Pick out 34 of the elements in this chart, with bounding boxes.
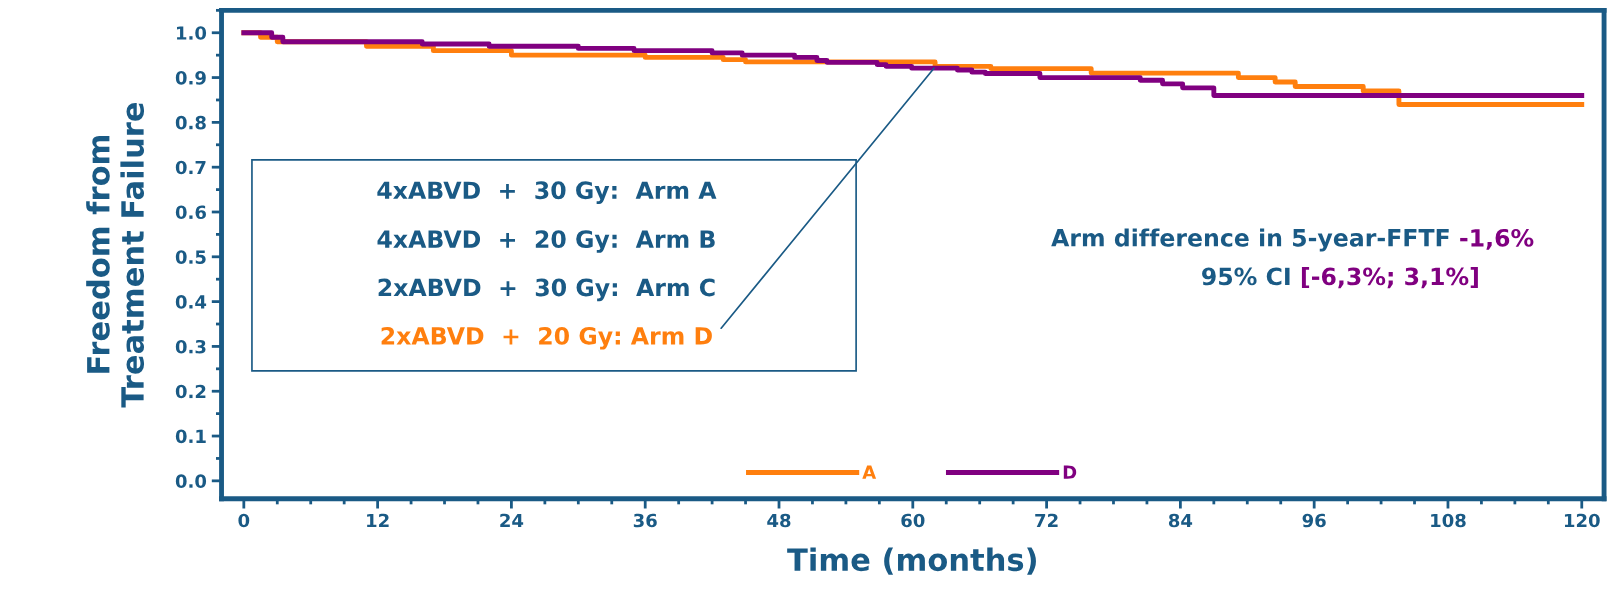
y-tick-label: 0.7 (175, 160, 206, 175)
y-tick-label: 0.2 (175, 384, 206, 399)
x-tick-label: 60 (901, 513, 925, 528)
annotation: 2xABVD + 30 Gy: Arm C (378, 278, 715, 302)
x-tick-label: 72 (1035, 513, 1058, 528)
y-tick-label: 0.0 (175, 474, 207, 488)
x-tick-label: 24 (500, 513, 524, 528)
x-tick-label: 108 (1431, 513, 1466, 528)
x-axis-title: Time (months) (787, 547, 1036, 575)
annotation: Arm difference in 5-year-FFTF (1051, 228, 1449, 252)
x-tick-label: 96 (1302, 513, 1326, 528)
x-tick-label: 12 (367, 513, 389, 528)
x-tick-label: 0 (238, 513, 250, 528)
y-tick-label: 0.4 (175, 295, 207, 309)
x-tick-label: 120 (1564, 513, 1600, 528)
x-tick-label: 84 (1168, 513, 1193, 528)
x-tick-label: 48 (767, 513, 791, 528)
y-tick-label: 0.1 (175, 429, 206, 444)
y-axis-title: Freedom from Treatment Failure (86, 102, 145, 408)
y-tick-label: 1.0 (177, 26, 207, 40)
x-tick-label: 36 (633, 513, 657, 528)
annotation: -1,6% (1460, 228, 1534, 250)
annotation: 2xABVD + 20 Gy: Arm D (381, 326, 712, 350)
y-tick-label: 0.3 (175, 339, 206, 354)
y-tick-label: 0.5 (175, 250, 206, 264)
annotation: [-6,3%; 3,1%] (1301, 267, 1478, 289)
y-tick-label: 0.8 (175, 115, 206, 130)
annotation: 95% CI (1202, 267, 1290, 286)
text: D (1063, 465, 1077, 479)
text: A (862, 465, 877, 479)
y-tick-label: 0.6 (175, 205, 206, 220)
annotation: 4xABVD + 30 Gy: Arm A (377, 181, 717, 204)
y-tick-label: 0.9 (175, 71, 206, 85)
annotation: 4xABVD + 20 Gy: Arm B (377, 230, 715, 253)
